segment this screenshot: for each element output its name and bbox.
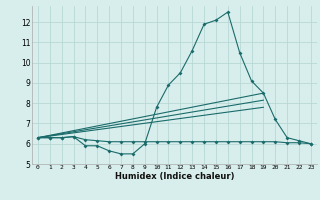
X-axis label: Humidex (Indice chaleur): Humidex (Indice chaleur) [115, 172, 234, 181]
